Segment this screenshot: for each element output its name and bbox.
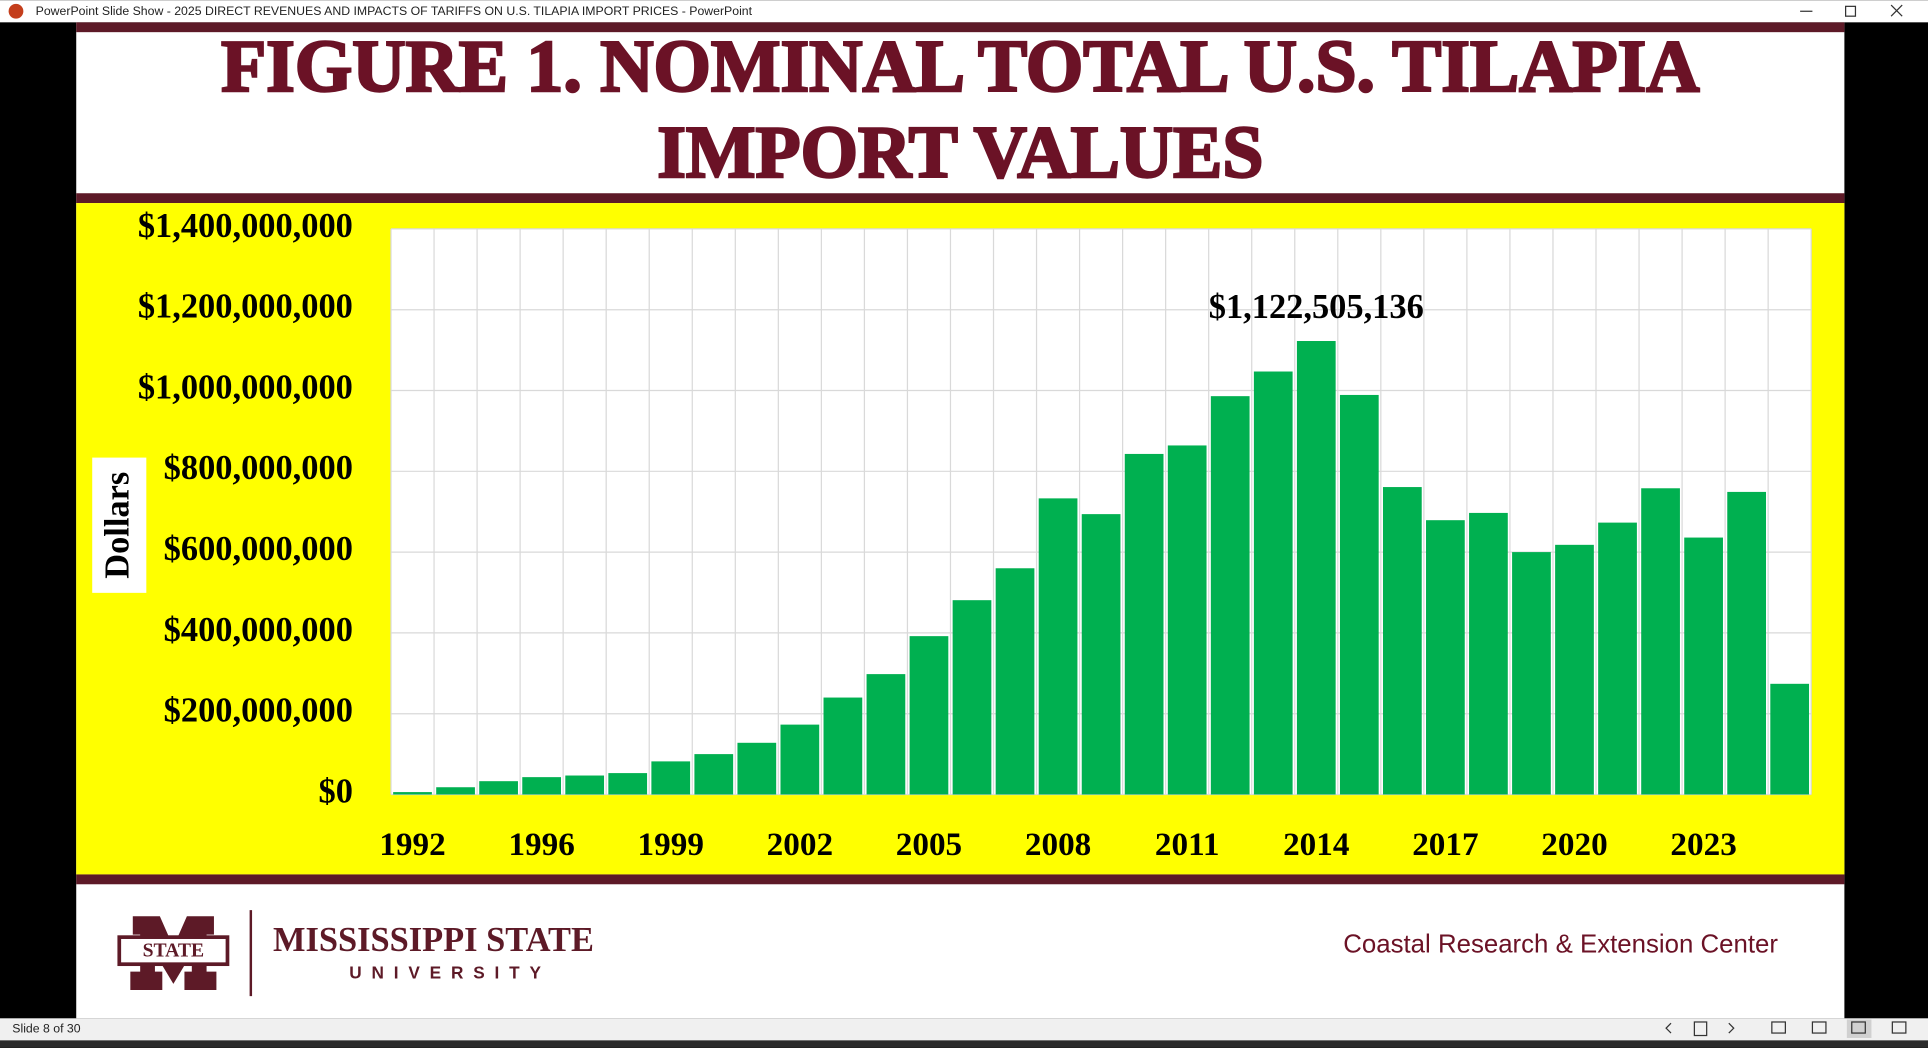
msu-logo: STATE MISSISSIPPI STATE UNIVERSITY [117, 910, 594, 997]
bar [909, 636, 949, 795]
x-tick-label: 1996 [508, 826, 574, 863]
bar [1253, 371, 1293, 795]
title-rule [76, 193, 1845, 204]
bar [1038, 498, 1078, 795]
top-band [76, 22, 1845, 33]
bar [1512, 552, 1551, 795]
bar [1167, 445, 1207, 795]
reading-view-icon [1851, 1021, 1866, 1034]
bar [823, 697, 863, 795]
bar [1770, 683, 1810, 795]
bar [1296, 341, 1336, 795]
bar [479, 781, 518, 795]
logo-name: MISSISSIPPI STATE [273, 921, 594, 959]
status-bar [0, 1018, 1928, 1041]
bar [436, 787, 475, 795]
y-tick-label: $0 [318, 772, 352, 810]
bar [522, 777, 562, 795]
slide-menu-button[interactable] [1693, 1021, 1708, 1037]
chart-title-line: FIGURE 1. NOMINAL TOTAL U.S. TILAPIA [221, 25, 1699, 107]
y-tick-label: $1,200,000,000 [138, 288, 353, 326]
y-tick-label: $1,400,000,000 [138, 207, 353, 245]
bar [694, 754, 734, 795]
x-tick-label: 2005 [896, 826, 962, 863]
y-tick-label: $1,000,000,000 [138, 368, 353, 406]
bar [393, 792, 432, 795]
data-label: $1,122,505,136 [1209, 288, 1424, 326]
bar [1124, 453, 1164, 795]
x-tick-label: 2020 [1541, 826, 1607, 863]
y-label-box [92, 457, 147, 593]
slideshow-button[interactable] [1891, 1021, 1907, 1034]
y-tick-label: $400,000,000 [164, 611, 353, 649]
sorter-view-button[interactable] [1811, 1021, 1827, 1034]
bars [393, 341, 1810, 795]
logo-badge-text: STATE [143, 939, 205, 961]
taskbar-strip [0, 1040, 1928, 1048]
bar [1684, 537, 1723, 795]
title-bar [0, 0, 1928, 23]
bar [1727, 491, 1767, 795]
bar [1598, 522, 1637, 795]
bar [565, 775, 605, 795]
bar [1339, 394, 1379, 795]
close-button[interactable] [1890, 4, 1903, 17]
footer-center-name: Coastal Research & Extension Center [1343, 931, 1778, 959]
restore-button[interactable] [1845, 5, 1857, 17]
x-tick-label: 2023 [1670, 826, 1736, 863]
app-icon [8, 3, 24, 19]
bar [1469, 512, 1508, 795]
next-button[interactable] [1728, 1022, 1735, 1034]
y-axis-label: Dollars [98, 472, 136, 579]
grid [390, 228, 1812, 796]
bar [1426, 520, 1465, 795]
bar [1081, 514, 1121, 795]
normal-view-button[interactable] [1771, 1021, 1786, 1034]
logo-sub: UNIVERSITY [349, 963, 551, 983]
bar [1210, 396, 1250, 795]
x-tick-label: 2017 [1412, 826, 1478, 863]
bar [651, 761, 691, 795]
slide-counter: Slide 8 of 30 [12, 1022, 80, 1036]
bar [995, 568, 1035, 795]
x-tick-label: 2008 [1025, 826, 1091, 863]
x-tick-label: 2002 [767, 826, 833, 863]
bar [952, 600, 992, 795]
x-tick-label: 1999 [638, 826, 704, 863]
logo-badge [117, 935, 230, 967]
bottom-rule [76, 874, 1845, 885]
bar [1382, 487, 1422, 795]
window-title: PowerPoint Slide Show - 2025 DIRECT REVE… [36, 4, 753, 18]
bar [866, 674, 906, 795]
prev-button[interactable] [1665, 1022, 1672, 1034]
bar [1641, 488, 1680, 795]
chart-title-line: IMPORT VALUES [657, 111, 1263, 193]
x-tick-label: 2011 [1155, 826, 1220, 863]
bar [737, 742, 777, 795]
y-tick-label: $600,000,000 [164, 530, 353, 568]
bar [1555, 544, 1594, 795]
y-tick-label: $800,000,000 [164, 449, 353, 487]
x-tick-label: 1992 [379, 826, 445, 863]
bar [608, 773, 648, 795]
x-tick-label: 2014 [1283, 826, 1349, 863]
y-tick-label: $200,000,000 [164, 692, 353, 730]
bar [780, 724, 820, 795]
